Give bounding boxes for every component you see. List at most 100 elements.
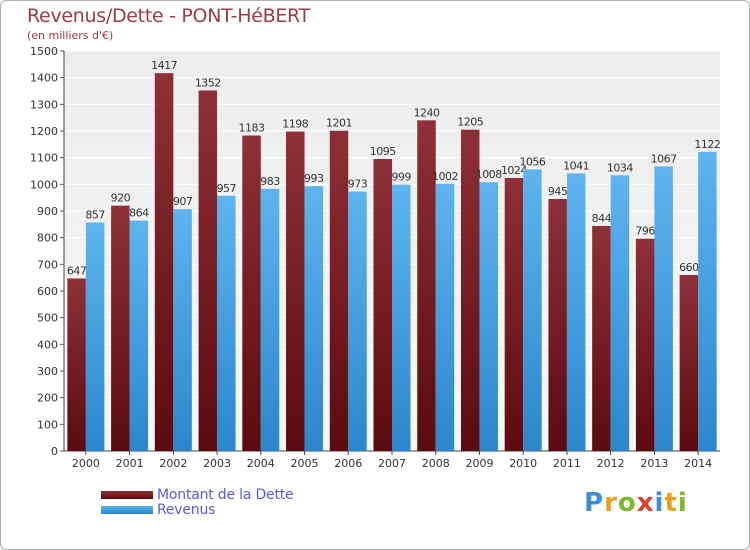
x-tick-label: 2009 bbox=[465, 457, 493, 470]
data-label: 844 bbox=[592, 212, 612, 225]
logo-letter: x bbox=[636, 488, 655, 518]
data-label: 1122 bbox=[694, 138, 720, 151]
y-tick-label: 1200 bbox=[30, 125, 58, 138]
bar-revenus bbox=[392, 184, 411, 451]
legend-swatch-revenus bbox=[101, 505, 153, 514]
data-label: 1183 bbox=[239, 122, 265, 135]
y-tick-label: 800 bbox=[37, 232, 58, 245]
x-tick-label: 2004 bbox=[247, 457, 275, 470]
y-tick-label: 400 bbox=[37, 338, 58, 351]
logo-letter: i bbox=[677, 488, 688, 518]
y-tick-label: 1400 bbox=[30, 72, 58, 85]
logo-letter: r bbox=[604, 488, 618, 518]
x-tick-label: 2011 bbox=[553, 457, 581, 470]
bar-revenus bbox=[304, 186, 324, 451]
data-label: 1417 bbox=[151, 59, 177, 72]
x-tick-label: 2010 bbox=[509, 457, 537, 470]
data-label: 1034 bbox=[607, 161, 633, 174]
bar-revenus bbox=[260, 188, 280, 451]
y-tick-label: 100 bbox=[37, 418, 58, 431]
logo-letter: P bbox=[584, 488, 605, 518]
legend-label-debt: Montant de la Dette bbox=[157, 486, 294, 503]
y-tick-label: 0 bbox=[51, 445, 58, 458]
y-tick-label: 900 bbox=[37, 205, 58, 218]
logo-letter: t bbox=[664, 488, 678, 518]
bar-debt bbox=[198, 90, 218, 451]
data-label: 1205 bbox=[457, 116, 483, 129]
legend-item-debt: Montant de la Dette bbox=[101, 486, 294, 503]
bar-debt bbox=[242, 135, 261, 452]
y-tick-label: 1100 bbox=[30, 152, 58, 165]
x-tick-label: 2012 bbox=[597, 457, 625, 470]
data-label: 647 bbox=[67, 264, 87, 277]
data-label: 1041 bbox=[563, 159, 589, 172]
data-label: 957 bbox=[217, 182, 237, 195]
bar-debt bbox=[504, 177, 524, 451]
bar-debt bbox=[111, 205, 130, 451]
y-tick-label: 1500 bbox=[30, 45, 58, 58]
legend-item-revenus: Revenus bbox=[101, 502, 293, 518]
bar-revenus bbox=[217, 195, 236, 451]
bar-debt bbox=[592, 225, 611, 451]
data-label: 864 bbox=[129, 207, 149, 220]
legend-swatch-debt bbox=[101, 490, 153, 499]
data-label: 796 bbox=[635, 225, 655, 238]
proxiti-logo: Proxiti bbox=[584, 488, 688, 518]
bar-revenus bbox=[85, 222, 105, 451]
data-label: 1008 bbox=[476, 168, 502, 181]
chart-title: Revenus/Dette - PONT-HéBERT bbox=[27, 5, 310, 27]
data-label: 983 bbox=[260, 175, 280, 188]
bar-debt bbox=[154, 73, 174, 451]
bar-revenus bbox=[348, 191, 367, 452]
data-label: 920 bbox=[111, 192, 131, 205]
logo-letter: i bbox=[654, 488, 665, 518]
bar-revenus bbox=[479, 182, 498, 451]
data-label: 1201 bbox=[326, 117, 352, 130]
data-label: 1056 bbox=[519, 155, 545, 168]
data-label: 660 bbox=[679, 261, 699, 274]
bar-debt bbox=[679, 275, 699, 451]
bar-revenus bbox=[654, 166, 673, 451]
data-label: 1095 bbox=[370, 145, 396, 158]
x-tick-label: 2000 bbox=[72, 457, 100, 470]
x-tick-label: 2006 bbox=[334, 457, 362, 470]
bar-revenus bbox=[435, 183, 455, 452]
y-tick-label: 600 bbox=[37, 285, 58, 298]
bar-revenus bbox=[566, 173, 586, 451]
data-label: 1198 bbox=[282, 118, 308, 131]
data-label: 1002 bbox=[432, 170, 458, 183]
y-tick-label: 200 bbox=[37, 392, 58, 405]
y-tick-label: 500 bbox=[37, 312, 58, 325]
x-tick-label: 2014 bbox=[684, 457, 712, 470]
bar-debt bbox=[635, 238, 655, 451]
bar-debt bbox=[286, 131, 305, 452]
x-tick-label: 2005 bbox=[291, 457, 319, 470]
chart-subtitle: (en milliers d'€) bbox=[27, 29, 114, 42]
data-label: 1352 bbox=[195, 76, 221, 89]
chart-legend: Montant de la Dette Revenus bbox=[101, 486, 294, 518]
x-tick-label: 2001 bbox=[116, 457, 144, 470]
y-tick-label: 300 bbox=[37, 365, 58, 378]
bar-revenus bbox=[173, 209, 192, 451]
x-tick-label: 2008 bbox=[422, 457, 450, 470]
y-tick-label: 1000 bbox=[30, 178, 58, 191]
logo-letter: o bbox=[617, 488, 637, 518]
bar-debt bbox=[548, 199, 567, 451]
x-tick-label: 2013 bbox=[640, 457, 668, 470]
bar-debt bbox=[329, 130, 349, 451]
bar-debt bbox=[373, 159, 392, 451]
data-label: 1240 bbox=[413, 106, 439, 119]
y-tick-label: 1300 bbox=[30, 98, 58, 111]
bar-revenus bbox=[523, 169, 542, 451]
bar-debt bbox=[417, 120, 436, 451]
data-label: 999 bbox=[392, 171, 412, 184]
bar-revenus bbox=[129, 220, 149, 451]
y-tick-label: 700 bbox=[37, 258, 58, 271]
data-label: 1067 bbox=[651, 152, 677, 165]
data-label: 1024 bbox=[501, 164, 527, 177]
bar-revenus bbox=[698, 151, 717, 452]
bar-revenus bbox=[610, 175, 630, 451]
data-label: 907 bbox=[173, 195, 193, 208]
